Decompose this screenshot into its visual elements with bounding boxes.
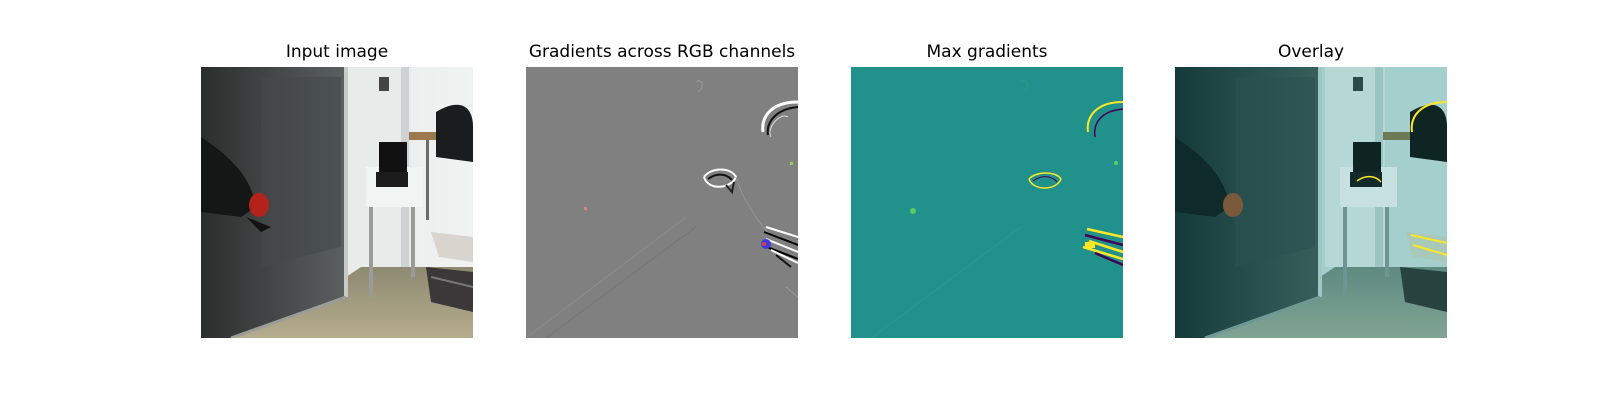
panel-overlay: Overlay [1175, 0, 1447, 400]
panel-input-image: Input image [201, 0, 473, 400]
overlay-image [1175, 67, 1447, 338]
panel-title: Max gradients [926, 42, 1048, 62]
panel-title: Input image [285, 42, 389, 62]
rgb-gradient-image [526, 67, 798, 338]
panel-rgb-gradients: Gradients across RGB channels [526, 0, 798, 400]
panel-title: Overlay [1277, 42, 1345, 62]
max-gradient-heatmap [851, 67, 1123, 338]
panel-max-gradients: Max gradients [851, 0, 1123, 400]
input-image [201, 67, 473, 338]
panel-title: Gradients across RGB channels [528, 42, 796, 62]
